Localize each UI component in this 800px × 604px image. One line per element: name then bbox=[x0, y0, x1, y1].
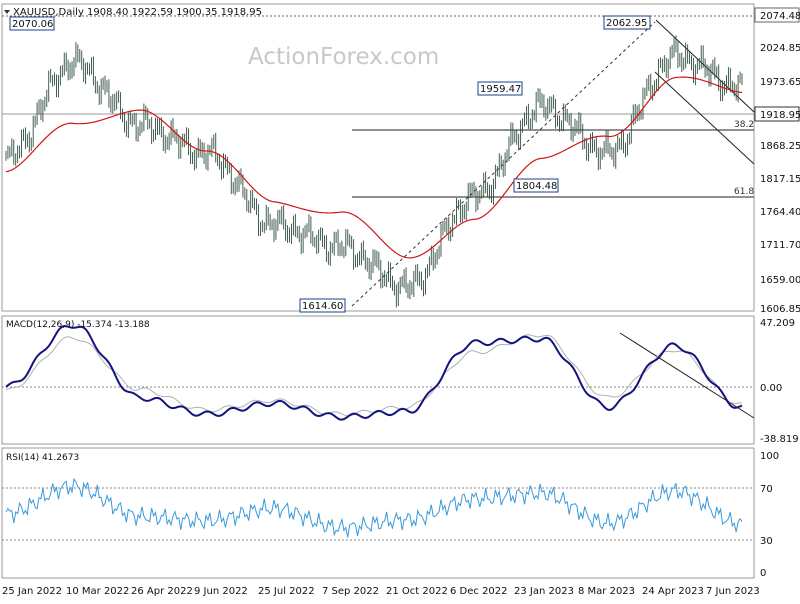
callout-1614: 1614.60 bbox=[300, 299, 345, 312]
callout-1614-text: 1614.60 bbox=[302, 301, 343, 312]
price-tick-1973: 1973.65 bbox=[760, 77, 800, 88]
x-label-8: 23 Jan 2023 bbox=[514, 586, 574, 597]
x-label-11: 7 Jun 2023 bbox=[706, 586, 760, 597]
price-tick-1711: 1711.70 bbox=[760, 240, 800, 251]
x-label-1: 10 Mar 2022 bbox=[66, 586, 129, 597]
callout-2062-text: 2062.95 bbox=[606, 18, 647, 29]
fib-label-38: 38.2 bbox=[734, 120, 754, 130]
callout-2070: 2070.06 bbox=[10, 17, 54, 30]
callout-1959-text: 1959.47 bbox=[480, 84, 521, 95]
fib-label-61: 61.8 bbox=[734, 187, 754, 197]
x-label-9: 8 Mar 2023 bbox=[578, 586, 635, 597]
x-label-6: 21 Oct 2022 bbox=[386, 586, 448, 597]
price-tick-1868: 1868.25 bbox=[760, 141, 800, 152]
callout-1804-text: 1804.48 bbox=[516, 181, 557, 192]
watermark: ActionForex.com bbox=[248, 44, 439, 70]
x-label-4: 25 Jul 2022 bbox=[258, 586, 315, 597]
callout-2062: 2062.95 bbox=[604, 16, 650, 29]
callout-2070-text: 2070.06 bbox=[12, 19, 53, 30]
macd-tick-zero: 0.00 bbox=[760, 383, 782, 394]
price-tick-current: 1918.95 bbox=[760, 110, 800, 121]
x-label-3: 9 Jun 2022 bbox=[194, 586, 248, 597]
x-label-7: 6 Dec 2022 bbox=[450, 586, 508, 597]
macd-label: MACD(12,26,9) -15.374 -13.188 bbox=[6, 320, 150, 330]
x-label-0: 25 Jan 2022 bbox=[2, 586, 62, 597]
macd-tick-high: 47.209 bbox=[760, 318, 795, 329]
price-tick-2024: 2024.85 bbox=[760, 43, 800, 54]
x-label-10: 24 Apr 2023 bbox=[642, 586, 704, 597]
macd-tick-low: -38.819 bbox=[760, 434, 799, 445]
rsi-label: RSI(14) 41.2673 bbox=[6, 453, 79, 463]
rsi-tick-0: 0 bbox=[760, 568, 766, 579]
rsi-tick-70: 70 bbox=[760, 484, 773, 495]
x-label-5: 7 Sep 2022 bbox=[322, 586, 379, 597]
price-tick-1606: 1606.85 bbox=[760, 304, 800, 315]
callout-1804: 1804.48 bbox=[514, 179, 558, 192]
x-label-2: 26 Apr 2022 bbox=[131, 586, 193, 597]
rsi-tick-100: 100 bbox=[760, 451, 779, 462]
callout-1959: 1959.47 bbox=[478, 82, 522, 95]
price-tick-1764: 1764.40 bbox=[760, 207, 800, 218]
price-tick-1817: 1817.15 bbox=[760, 174, 800, 185]
rsi-tick-30: 30 bbox=[760, 536, 773, 547]
price-tick-1659: 1659.00 bbox=[760, 275, 800, 286]
price-tick-2074: 2074.48 bbox=[760, 11, 800, 22]
